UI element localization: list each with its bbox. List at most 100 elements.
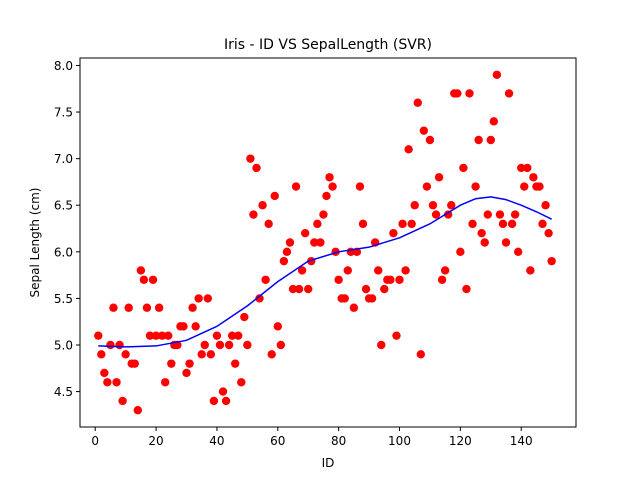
data-point: [294, 284, 304, 294]
data-point: [462, 284, 471, 294]
data-point: [267, 350, 276, 359]
data-point: [142, 303, 152, 312]
data-point: [240, 312, 249, 322]
data-point: [316, 238, 325, 247]
data-point: [413, 98, 422, 107]
data-point: [489, 117, 499, 126]
data-point: [285, 238, 295, 247]
data-point: [404, 145, 413, 154]
data-point: [349, 303, 359, 312]
data-point: [492, 70, 502, 79]
data-point: [264, 219, 273, 229]
data-point: [416, 350, 426, 359]
data-point: [164, 331, 173, 340]
data-point: [200, 340, 209, 350]
svr-fit-line: [98, 196, 552, 348]
data-point: [447, 201, 456, 210]
data-point: [425, 135, 435, 145]
data-point: [310, 238, 319, 247]
data-point: [112, 378, 121, 387]
data-point: [453, 89, 462, 98]
data-point: [355, 182, 365, 191]
x-tick-label: 100: [388, 434, 411, 448]
data-point: [322, 191, 331, 201]
data-point: [276, 340, 286, 350]
y-tick-label: 6.5: [54, 199, 73, 213]
data-point: [221, 396, 231, 406]
data-point: [444, 210, 453, 219]
data-point: [97, 350, 106, 359]
x-tick-label: 120: [449, 434, 472, 448]
y-tick-label: 8.0: [54, 59, 73, 73]
data-point: [483, 210, 492, 219]
data-point: [529, 173, 538, 182]
data-point: [206, 350, 216, 359]
data-point: [148, 275, 158, 284]
data-point: [541, 201, 550, 210]
data-point: [246, 154, 255, 163]
data-point: [94, 331, 103, 340]
data-point: [185, 359, 194, 368]
data-point: [288, 284, 298, 294]
data-point: [486, 135, 495, 145]
data-point: [380, 284, 389, 294]
data-point: [325, 173, 334, 182]
data-point: [523, 163, 532, 173]
data-point: [188, 303, 197, 312]
data-point: [422, 182, 432, 191]
data-point: [437, 275, 447, 284]
data-point: [243, 340, 252, 350]
data-point: [139, 275, 149, 284]
data-point: [224, 340, 234, 350]
data-point: [386, 275, 395, 284]
data-point: [103, 378, 112, 387]
y-axis: 4.5 5.0 5.5 6.0 6.5 7.0 7.5 8.0: [54, 59, 80, 399]
data-point: [191, 322, 200, 331]
data-point: [167, 359, 176, 368]
data-point: [367, 294, 377, 303]
data-point: [431, 210, 441, 219]
data-point: [520, 182, 529, 191]
data-point: [234, 331, 243, 340]
x-axis: 0 20 40 60 80 100 120 140: [91, 427, 533, 448]
y-tick-label: 5.0: [54, 339, 73, 353]
data-point: [544, 228, 553, 238]
data-point: [440, 266, 450, 275]
y-tick-label: 4.5: [54, 385, 73, 399]
data-point: [334, 275, 343, 284]
data-point: [398, 219, 407, 229]
data-point: [157, 331, 167, 340]
data-point: [179, 322, 188, 331]
data-point: [535, 182, 544, 191]
data-point: [203, 294, 212, 303]
data-point: [419, 126, 429, 135]
data-point: [459, 163, 468, 173]
x-tick-label: 140: [510, 434, 533, 448]
data-point: [151, 331, 161, 340]
data-point: [291, 182, 301, 191]
data-point: [304, 284, 313, 294]
data-point: [434, 173, 444, 182]
data-point: [258, 201, 267, 210]
data-point: [526, 266, 535, 275]
data-point: [392, 331, 401, 340]
data-point: [361, 284, 371, 294]
plot-area: [94, 70, 556, 415]
data-point: [227, 331, 237, 340]
data-point: [456, 247, 465, 257]
data-point: [498, 219, 508, 229]
data-point: [270, 191, 279, 201]
data-point: [194, 294, 203, 303]
chart-title: Iris - ID VS SepalLength (SVR): [224, 37, 432, 53]
data-point: [474, 135, 483, 145]
y-tick-label: 7.0: [54, 152, 73, 166]
data-point: [136, 266, 146, 275]
data-point: [215, 340, 225, 350]
data-point: [279, 256, 289, 266]
y-tick-label: 6.0: [54, 245, 73, 259]
data-point: [121, 350, 130, 359]
data-point: [471, 182, 480, 191]
data-point: [106, 340, 115, 350]
data-point: [468, 219, 477, 229]
